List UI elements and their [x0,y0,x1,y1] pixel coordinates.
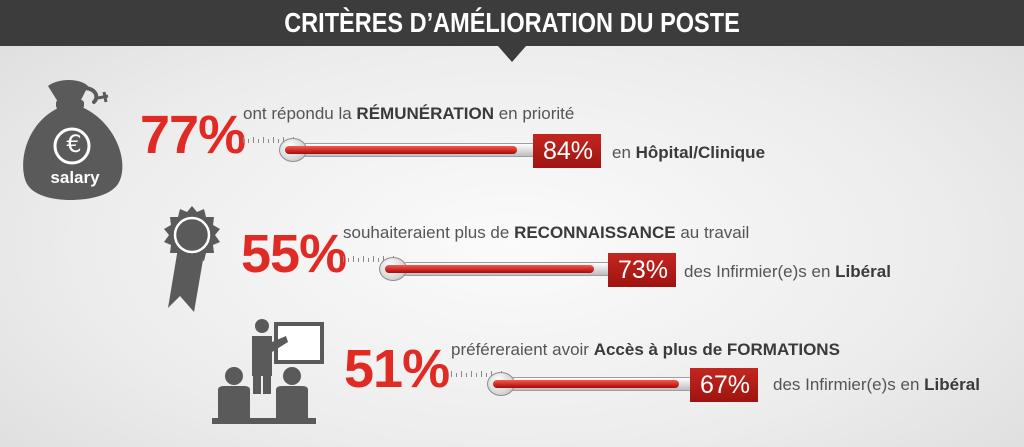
context-keyword: Libéral [835,262,891,281]
percent-reconnaissance: 55% [241,224,347,284]
tick-mark [466,373,467,377]
tick-mark [253,137,254,143]
statement-keyword: Accès à plus de FORMATIONS [593,340,840,359]
statement-keyword: RECONNAISSANCE [514,223,676,242]
statement-text-end: en priorité [494,104,575,123]
statement-text: ont répondu la [243,104,357,123]
context-remuneration: en Hôpital/Clinique [612,143,765,163]
thermometer-fill [385,265,594,273]
thermometer-fill [493,380,679,388]
tick-mark [368,258,369,262]
thermometer-formations [451,370,701,400]
tick-mark [263,137,264,143]
salary-label: salary [50,168,100,187]
statement-remuneration: ont répondu la RÉMUNÉRATION en priorité [243,104,574,124]
tick-mark [343,256,344,262]
tick-mark [481,371,482,377]
tick-mark [363,256,364,262]
tick-mark [476,373,477,377]
statement-reconnaissance: souhaiteraient plus de RECONNAISSANCE au… [343,223,749,243]
statement-text: souhaiteraient plus de [343,223,515,242]
statement-text-end: au travail [675,223,750,242]
tick-mark [278,139,279,143]
context-text: des Infirmier(e)s en [773,375,925,394]
tick-mark [378,258,379,262]
context-formations: des Infirmier(e)s en Libéral [773,375,980,395]
tick-mark [456,373,457,377]
thermometer-remuneration [243,136,543,166]
context-text: en [612,143,636,162]
euro-symbol: € [66,130,82,158]
tag-remuneration: 84% [533,134,602,168]
tick-mark [353,256,354,262]
context-keyword: Hôpital/Clinique [635,143,766,162]
thermometer-ticks [451,370,701,377]
tick-mark [358,258,359,262]
tick-mark [243,137,244,143]
percent-formations: 51% [344,339,450,399]
tick-mark [471,371,472,377]
tag-formations: 67% [690,368,759,402]
money-bag-icon [23,80,123,200]
context-text: des Infirmier(e)s en [684,262,836,281]
thermometer-fill [285,146,517,154]
tick-mark [461,371,462,377]
statement-formations: préféreraient avoir Accès à plus de FORM… [451,340,840,360]
award-ribbon-icon [164,206,220,312]
context-reconnaissance: des Infirmier(e)s en Libéral [684,262,891,282]
tick-mark [348,258,349,262]
tick-mark [268,139,269,143]
statement-keyword: RÉMUNÉRATION [356,104,494,123]
tag-reconnaissance: 73% [608,253,677,287]
percent-remuneration: 77% [140,105,246,165]
page-title: CRITÈRES D’AMÉLIORATION DU POSTE [284,7,740,38]
tick-mark [373,256,374,262]
banner-pointer [498,46,526,62]
tick-mark [248,139,249,143]
statement-text: préféreraient avoir [451,340,594,359]
training-presentation-icon [212,319,324,424]
title-banner [0,0,1024,46]
tick-mark [451,371,452,377]
tick-mark [273,137,274,143]
thermometer-reconnaissance [343,255,618,285]
tick-mark [258,139,259,143]
tick-mark [486,373,487,377]
context-keyword: Libéral [924,375,980,394]
